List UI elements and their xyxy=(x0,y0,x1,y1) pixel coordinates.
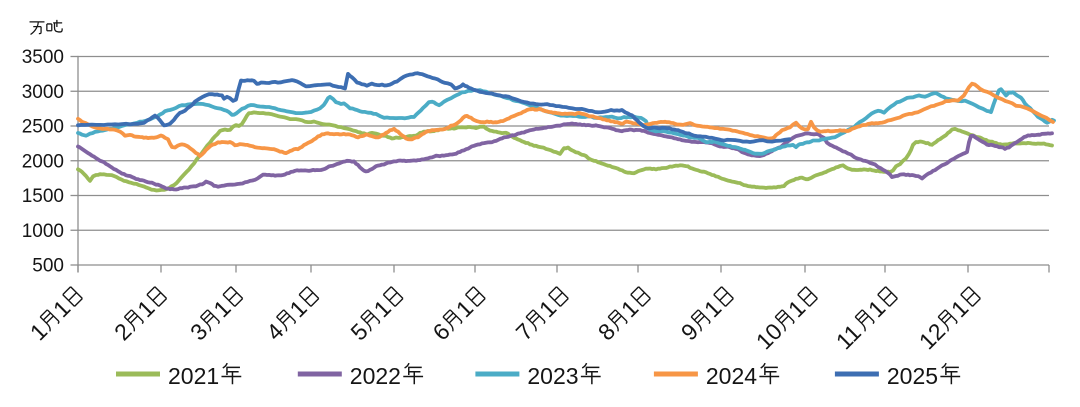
svg-text:2025: 2025 xyxy=(887,363,938,389)
svg-text:2021: 2021 xyxy=(168,363,219,389)
svg-text:2000: 2000 xyxy=(22,151,64,172)
svg-text:1000: 1000 xyxy=(22,221,64,242)
svg-text:2023: 2023 xyxy=(527,363,578,389)
svg-text:2024: 2024 xyxy=(706,363,757,389)
svg-text:2500: 2500 xyxy=(22,117,64,138)
svg-text:3500: 3500 xyxy=(22,47,64,68)
svg-text:11: 11 xyxy=(831,319,866,354)
svg-text:1500: 1500 xyxy=(22,186,64,207)
svg-text:3000: 3000 xyxy=(22,82,64,103)
svg-text:500: 500 xyxy=(32,256,64,277)
svg-text:2022: 2022 xyxy=(350,363,401,389)
